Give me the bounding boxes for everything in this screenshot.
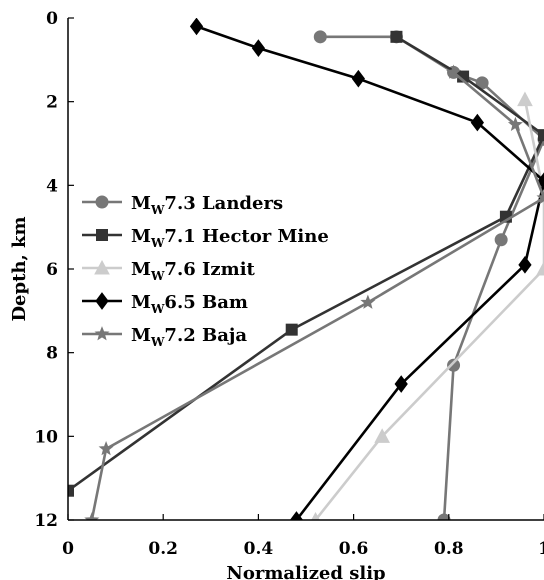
legend-label: MW7.1 Hector Mine [131,226,329,250]
x-tick-label: 0.2 [148,539,178,559]
legend-label: MW7.6 Izmit [131,259,256,283]
data-point-baja [360,294,376,309]
data-point-izmit [536,260,544,276]
data-point-baja [446,64,462,79]
series-bam [189,18,544,520]
data-point-izmit [517,91,533,107]
legend-mag-value: 7.1 [164,226,202,247]
series-baja [84,64,544,520]
x-tick-label: 0.6 [339,539,369,559]
x-axis-label: Normalized slip [226,563,385,580]
data-point-hector [68,484,74,497]
series-line-izmit [314,99,544,520]
legend-event-name: Bam [202,292,248,313]
legend-label: MW6.5 Bam [131,292,248,316]
data-point-bam [470,113,484,132]
legend-label: MW7.3 Landers [131,193,283,217]
y-tick-label: 0 [46,9,58,29]
data-point-baja [84,512,100,520]
legend-mag-prefix: M [131,259,151,280]
data-point-baja [98,441,114,456]
legend-event-name: Landers [202,193,283,214]
legend-item-baja: MW7.2 Baja [82,325,247,349]
legend-event-name: Hector Mine [202,226,329,247]
legend-marker-baja [94,326,110,341]
axes: 00.20.40.60.81024681012 [34,9,544,559]
legend-mag-sub: W [150,335,165,349]
legend-item-bam: MW6.5 Bam [82,292,248,316]
legend-mag-prefix: M [131,193,151,214]
data-point-hector [285,323,298,336]
legend-mag-sub: W [150,269,165,283]
series-line-bam [196,25,544,520]
data-point-landers [437,513,451,520]
data-point-bam [289,511,304,520]
x-tick-label: 0.8 [434,539,464,559]
data-point-landers [313,30,327,44]
data-point-bam [351,69,365,88]
legend-item-hector: MW7.1 Hector Mine [82,226,329,250]
data-point-bam [394,375,408,393]
legend-mag-sub: W [150,302,165,316]
data-point-hector [390,30,403,43]
series-layer [68,18,544,520]
legend-event-name: Baja [202,325,247,346]
legend-mag-prefix: M [131,325,151,346]
x-tick-label: 0.4 [244,539,274,559]
y-tick-label: 4 [46,176,58,196]
legend-item-izmit: MW7.6 Izmit [82,259,256,283]
series-line-baja [90,71,544,520]
x-tick-label: 1 [538,539,544,559]
y-tick-label: 10 [34,427,58,447]
legend-item-landers: MW7.3 Landers [82,193,283,217]
legend-label: MW7.2 Baja [131,325,247,349]
y-tick-label: 2 [46,93,58,113]
series-izmit [311,91,544,520]
data-point-bam [518,255,532,274]
data-point-bam [537,172,544,190]
data-point-hector [538,129,544,142]
legend-marker-landers [95,195,109,209]
legend-mag-value: 7.6 [164,259,202,280]
data-point-izmit [374,428,390,443]
legend-mag-value: 6.5 [164,292,202,313]
data-point-baja [507,116,523,132]
y-axis-label: Depth, km [9,216,30,321]
y-tick-label: 6 [46,260,58,280]
y-tick-label: 12 [34,511,58,531]
legend-mag-prefix: M [131,292,151,313]
data-point-landers [494,233,508,247]
legend-mag-sub: W [150,236,165,250]
legend-mag-value: 7.2 [164,325,202,346]
data-point-bam [251,39,266,57]
legend-mag-value: 7.3 [164,193,202,214]
legend-marker-bam [95,292,109,310]
legend-marker-izmit [94,259,110,275]
legend-mag-sub: W [150,203,165,217]
data-point-landers [447,358,461,372]
y-tick-label: 8 [46,344,58,364]
legend-marker-hector [96,229,108,241]
x-tick-label: 0 [62,539,74,559]
data-point-bam [189,18,204,36]
legend-mag-prefix: M [131,226,151,247]
legend-event-name: Izmit [202,259,256,280]
data-point-baja [536,190,544,205]
